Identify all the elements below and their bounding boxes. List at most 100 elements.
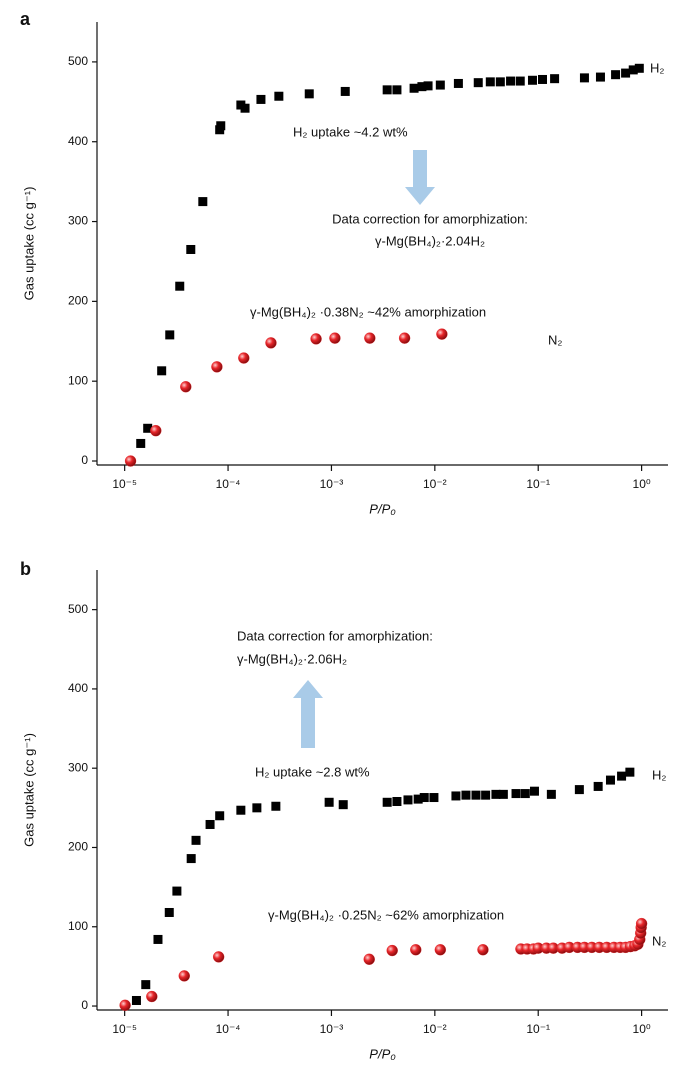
point xyxy=(593,781,603,791)
point xyxy=(329,332,341,344)
point xyxy=(386,944,398,957)
point xyxy=(119,999,131,1011)
point xyxy=(157,366,167,376)
point xyxy=(382,85,392,95)
point xyxy=(473,78,483,88)
point xyxy=(143,423,153,433)
point xyxy=(256,94,266,104)
point xyxy=(537,74,547,84)
point xyxy=(191,835,201,845)
point xyxy=(546,789,556,799)
series-label: H₂ xyxy=(652,767,666,782)
point xyxy=(340,86,350,96)
point xyxy=(172,886,182,896)
point xyxy=(198,197,208,207)
y-tick-label: 200 xyxy=(68,294,88,308)
point xyxy=(529,786,539,796)
arrow xyxy=(293,680,323,748)
y-tick-label: 0 xyxy=(81,453,88,467)
y-tick-label: 100 xyxy=(68,919,88,933)
point xyxy=(495,77,505,87)
point xyxy=(574,785,584,795)
x-tick-label: 10⁰ xyxy=(633,477,651,491)
x-tick-label: 10⁻³ xyxy=(320,1022,344,1036)
x-tick-label: 10⁻⁴ xyxy=(216,1022,241,1036)
point xyxy=(215,811,225,821)
point xyxy=(131,995,141,1005)
point xyxy=(164,907,174,917)
y-tick-label: 400 xyxy=(68,681,88,695)
point xyxy=(498,789,508,799)
y-tick-label: 300 xyxy=(68,760,88,774)
point xyxy=(434,944,446,956)
point xyxy=(265,337,277,349)
point xyxy=(240,103,250,113)
point xyxy=(515,76,525,86)
point xyxy=(491,789,501,799)
point xyxy=(506,76,516,86)
point xyxy=(238,352,250,364)
point xyxy=(435,80,445,90)
x-tick-label: 10⁰ xyxy=(633,1022,651,1036)
point xyxy=(477,944,489,956)
point xyxy=(436,328,448,340)
series-label: H₂ xyxy=(650,60,664,75)
y-tick-label: 300 xyxy=(68,214,88,228)
point xyxy=(136,438,146,448)
point xyxy=(205,819,215,829)
y-tick-label: 400 xyxy=(68,134,88,148)
x-tick-label: 10⁻² xyxy=(423,477,447,491)
point xyxy=(579,73,589,83)
x-tick-label: 10⁻⁵ xyxy=(112,1022,137,1036)
point xyxy=(180,381,192,393)
point xyxy=(413,794,423,804)
point xyxy=(274,91,284,101)
point xyxy=(451,791,461,801)
x-tick-label: 10⁻¹ xyxy=(526,1022,550,1036)
point xyxy=(485,77,495,87)
point xyxy=(634,63,644,73)
point xyxy=(410,944,422,956)
annotation: γ-Mg(BH₄)₂·2.06H₂ xyxy=(237,651,347,666)
panel-label: b xyxy=(20,559,31,579)
point xyxy=(271,801,281,811)
point xyxy=(471,790,481,800)
point xyxy=(392,796,402,806)
annotation: γ-Mg(BH₄)₂·2.04H₂ xyxy=(375,233,485,248)
point xyxy=(338,800,348,810)
x-tick-label: 10⁻¹ xyxy=(526,477,550,491)
point xyxy=(481,790,491,800)
point xyxy=(417,82,427,92)
point xyxy=(186,244,196,254)
point xyxy=(409,83,419,93)
point xyxy=(550,74,560,84)
point xyxy=(175,281,185,291)
point xyxy=(324,797,334,807)
point xyxy=(423,81,433,91)
x-axis-title: P/P₀ xyxy=(369,501,396,516)
point xyxy=(520,789,530,799)
annotation: Data correction for amorphization: xyxy=(332,211,528,226)
x-tick-label: 10⁻³ xyxy=(320,477,344,491)
point xyxy=(186,854,196,864)
point xyxy=(211,361,223,373)
annotation: γ-Mg(BH₄)₂ ·0.25N₂ ~62% amorphization xyxy=(268,907,504,922)
point xyxy=(216,121,226,131)
point xyxy=(403,795,413,805)
point xyxy=(453,78,463,88)
point xyxy=(392,85,402,95)
point xyxy=(150,425,162,437)
point xyxy=(153,934,163,944)
point xyxy=(419,793,429,803)
point xyxy=(527,75,537,85)
point xyxy=(382,797,392,807)
point xyxy=(178,970,190,982)
point xyxy=(310,333,322,345)
x-tick-label: 10⁻² xyxy=(423,1022,447,1036)
y-tick-label: 500 xyxy=(68,602,88,616)
series-label: N₂ xyxy=(548,332,562,347)
x-tick-label: 10⁻⁵ xyxy=(112,477,137,491)
annotation: H₂ uptake ~2.8 wt% xyxy=(255,764,370,779)
point xyxy=(617,771,627,781)
